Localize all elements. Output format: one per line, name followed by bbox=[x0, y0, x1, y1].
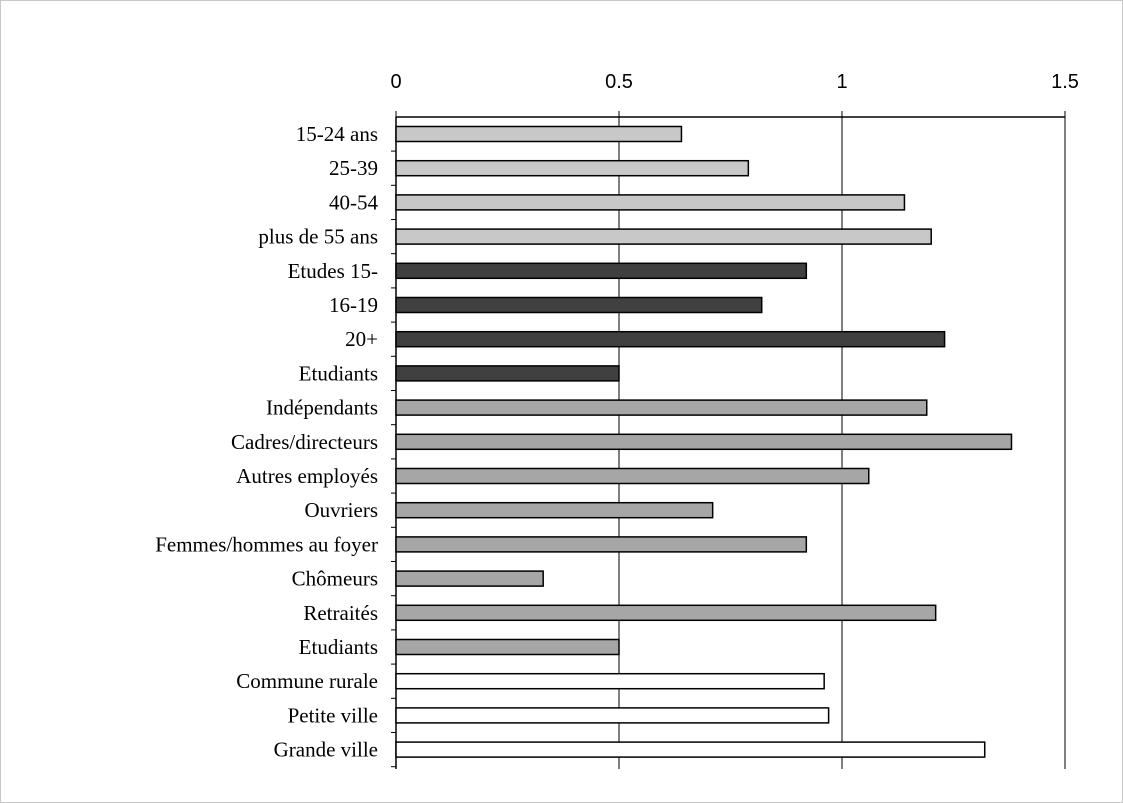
bar bbox=[395, 741, 986, 758]
category-label: Autres employés bbox=[236, 464, 378, 488]
bar bbox=[395, 262, 808, 280]
bar bbox=[395, 707, 830, 724]
bar bbox=[395, 467, 870, 485]
bar bbox=[395, 330, 946, 348]
bar bbox=[395, 296, 763, 314]
x-tick-label: 1.5 bbox=[1051, 71, 1079, 93]
bar bbox=[395, 501, 714, 519]
category-label: plus de 55 ans bbox=[258, 225, 378, 249]
category-label: Petite ville bbox=[288, 703, 378, 727]
category-label: Etudiants bbox=[299, 361, 378, 385]
x-tick-label: 0.5 bbox=[605, 71, 633, 93]
bar bbox=[395, 536, 808, 553]
category-label: 25-39 bbox=[329, 156, 378, 180]
category-label: Indépendants bbox=[266, 396, 378, 420]
category-label: 15-24 ans bbox=[296, 122, 378, 146]
bar bbox=[395, 570, 544, 587]
x-tick-label: 1 bbox=[836, 71, 847, 93]
category-label: Etudiants bbox=[299, 635, 378, 659]
category-label: Cadres/directeurs bbox=[231, 430, 378, 454]
bar bbox=[395, 194, 906, 211]
bar bbox=[395, 433, 1013, 451]
x-tick-label: 0 bbox=[390, 71, 401, 93]
bar bbox=[395, 159, 750, 177]
category-label: 20+ bbox=[345, 327, 378, 351]
category-label: Femmes/hommes au foyer bbox=[155, 532, 378, 556]
bar bbox=[395, 228, 932, 245]
bar bbox=[395, 672, 825, 690]
category-label: Ouvriers bbox=[305, 498, 378, 522]
category-label: Commune rurale bbox=[236, 669, 378, 693]
bar bbox=[395, 125, 683, 143]
category-label: Grande ville bbox=[274, 738, 378, 762]
category-label: 40-54 bbox=[329, 190, 378, 214]
category-label: Etudes 15- bbox=[288, 259, 378, 283]
bar bbox=[395, 399, 928, 416]
category-label: Chômeurs bbox=[292, 567, 378, 591]
bar bbox=[395, 638, 620, 656]
bar bbox=[395, 604, 937, 622]
bar bbox=[395, 365, 620, 382]
category-label: Retraités bbox=[303, 601, 378, 625]
category-label: 16-19 bbox=[329, 293, 378, 317]
